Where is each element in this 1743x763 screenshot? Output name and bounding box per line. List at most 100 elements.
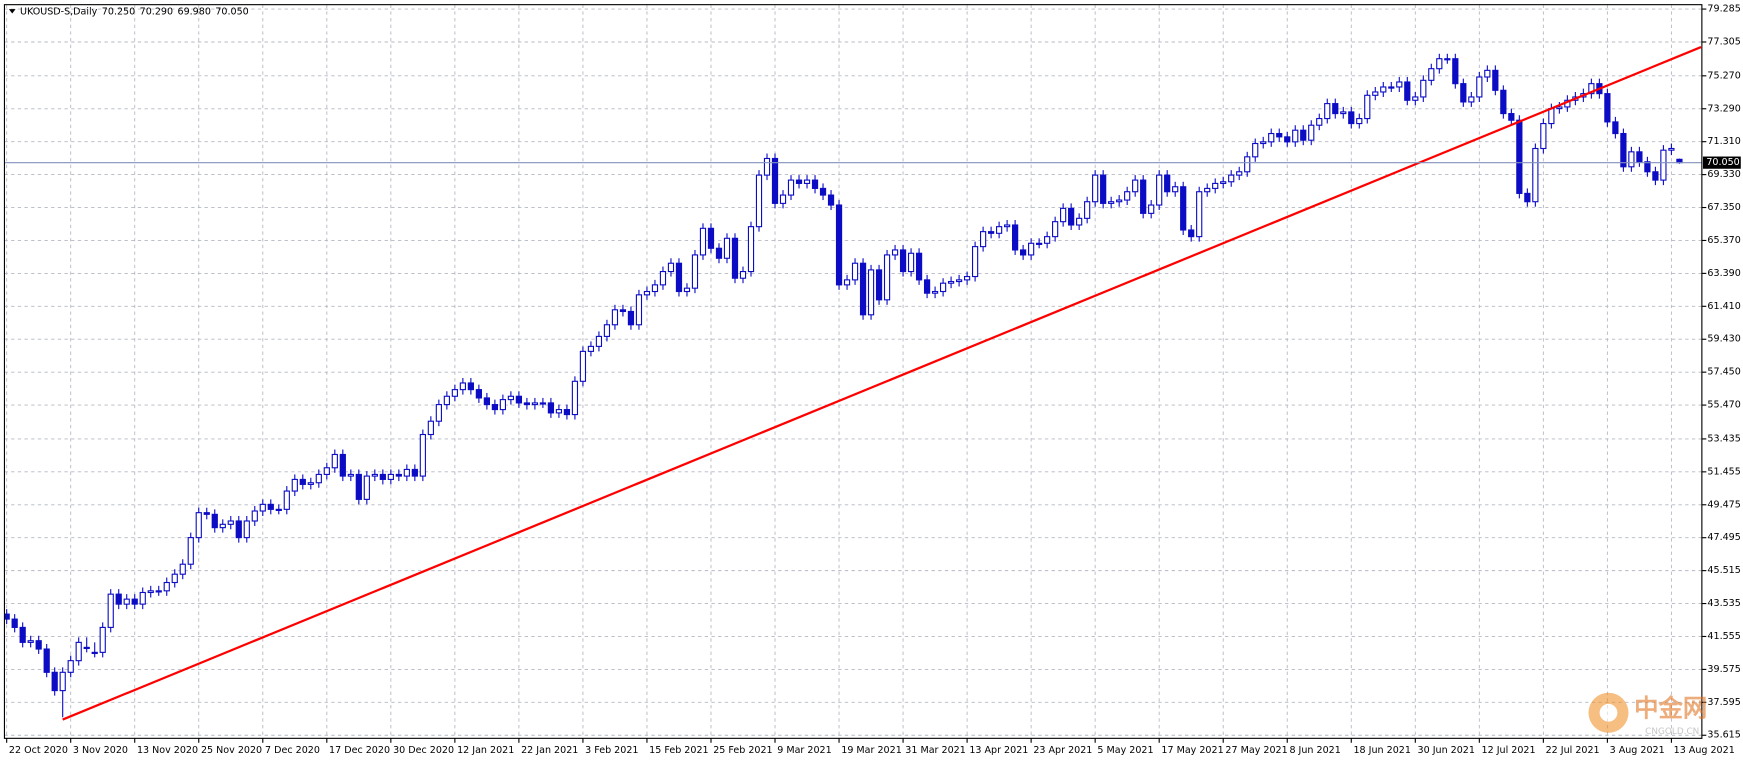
candle-body <box>795 179 803 184</box>
candle-body <box>595 335 603 347</box>
candle-body <box>387 473 394 480</box>
y-tick-label: 47.495 <box>1707 532 1740 543</box>
candle-body <box>315 473 322 484</box>
header-close: 70.050 <box>215 6 248 17</box>
candle-body <box>531 402 539 406</box>
candle-body <box>1228 174 1235 183</box>
x-tick-label: 18 Jun 2021 <box>1353 745 1410 756</box>
candle-body <box>843 279 851 286</box>
candle-body <box>419 433 426 477</box>
candle-body <box>1108 201 1115 204</box>
candle-body <box>1188 229 1195 238</box>
candle-body <box>1484 69 1491 78</box>
candle-body <box>483 397 490 406</box>
x-tick-label: 17 May 2021 <box>1161 745 1223 756</box>
candle-body <box>507 395 515 401</box>
candle-body <box>899 249 907 273</box>
candle-body <box>195 512 202 539</box>
candle-body <box>1348 111 1355 125</box>
candle-body <box>1612 121 1619 135</box>
candle-body <box>459 382 466 391</box>
y-tick-label: 61.410 <box>1707 301 1740 312</box>
candle-body <box>1020 249 1027 256</box>
candle-body <box>395 473 402 477</box>
y-tick-label: 59.430 <box>1707 334 1740 345</box>
candle-body <box>747 226 755 273</box>
candle-body <box>859 262 867 316</box>
candle-body <box>1620 132 1627 168</box>
candle-body <box>1052 221 1059 238</box>
y-tick-label: 53.435 <box>1707 433 1740 444</box>
candle-body <box>1636 151 1643 163</box>
x-tick-label: 7 Dec 2020 <box>265 745 320 756</box>
candle-body <box>91 651 98 655</box>
candle-body <box>643 290 651 296</box>
candle-body <box>1556 106 1563 110</box>
candle-body <box>987 231 995 234</box>
candle-body <box>1140 179 1147 214</box>
candle-body <box>707 227 715 249</box>
candle-body <box>931 290 939 294</box>
x-tick-label: 30 Dec 2020 <box>393 745 454 756</box>
chart-header: UKOUSD-S,Daily 70.250 70.290 69.980 70.050 <box>20 6 249 17</box>
candle-body <box>1292 129 1299 143</box>
candle-body <box>1404 81 1411 101</box>
candle-body <box>1244 156 1251 173</box>
candle-body <box>403 468 410 477</box>
candle-body <box>307 482 314 485</box>
x-tick-label: 15 Feb 2021 <box>649 745 708 756</box>
candle-body <box>27 640 34 643</box>
candle-body <box>203 512 210 515</box>
candle-body <box>435 404 442 422</box>
current-price-box <box>1702 156 1741 169</box>
candle-body <box>1076 217 1083 226</box>
candle-body <box>1068 207 1075 226</box>
candle-body <box>1092 174 1099 203</box>
candle-body <box>35 640 42 650</box>
axes: 79.285 77.305 75.270 73.290 71.310 69.330 67.3… <box>6 4 1741 756</box>
candle-body <box>131 598 138 605</box>
candle-body <box>1444 58 1451 61</box>
menu-arrow[interactable] <box>8 9 16 14</box>
candle-body <box>379 473 386 480</box>
header-low: 69.980 <box>178 6 211 17</box>
candle-body <box>1236 171 1243 176</box>
candle-body <box>923 279 931 294</box>
candle-body <box>827 194 835 206</box>
candle-body <box>1260 141 1267 145</box>
candle-body <box>1388 86 1395 89</box>
candle-body <box>1372 91 1379 96</box>
candle-body <box>579 350 587 382</box>
header-high: 70.290 <box>140 6 173 17</box>
candle-body <box>907 252 915 273</box>
x-tick-label: 25 Feb 2021 <box>713 745 772 756</box>
y-tick-label: 65.370 <box>1707 235 1740 246</box>
candle-body <box>251 510 258 522</box>
candle-body <box>115 593 122 605</box>
candle-body <box>1116 199 1123 203</box>
candle-body <box>1156 174 1163 206</box>
grid <box>4 4 1702 739</box>
candle-body <box>1276 132 1283 138</box>
candle-body <box>875 269 883 301</box>
candle-body <box>51 671 58 692</box>
candle-body <box>835 204 843 286</box>
candle-body <box>139 591 146 605</box>
y-tick-label: 45.515 <box>1707 565 1740 576</box>
x-tick-label: 19 Mar 2021 <box>841 745 902 756</box>
watermark-logo-inner <box>1599 703 1618 722</box>
x-tick-label: 3 Nov 2020 <box>73 745 128 756</box>
candle-body <box>939 282 947 293</box>
candle-body <box>179 563 186 575</box>
x-tick-label: 23 Apr 2021 <box>1033 745 1092 756</box>
candle-body <box>1452 58 1459 85</box>
candle-body <box>739 271 747 279</box>
x-tick-label: 22 Jul 2021 <box>1546 745 1600 756</box>
candle-body <box>587 345 595 352</box>
y-tick-label: 55.470 <box>1707 400 1740 411</box>
candle-body <box>1532 147 1539 203</box>
candle-body <box>1548 108 1555 125</box>
candle-body <box>1524 192 1531 203</box>
candle-body <box>563 409 571 416</box>
